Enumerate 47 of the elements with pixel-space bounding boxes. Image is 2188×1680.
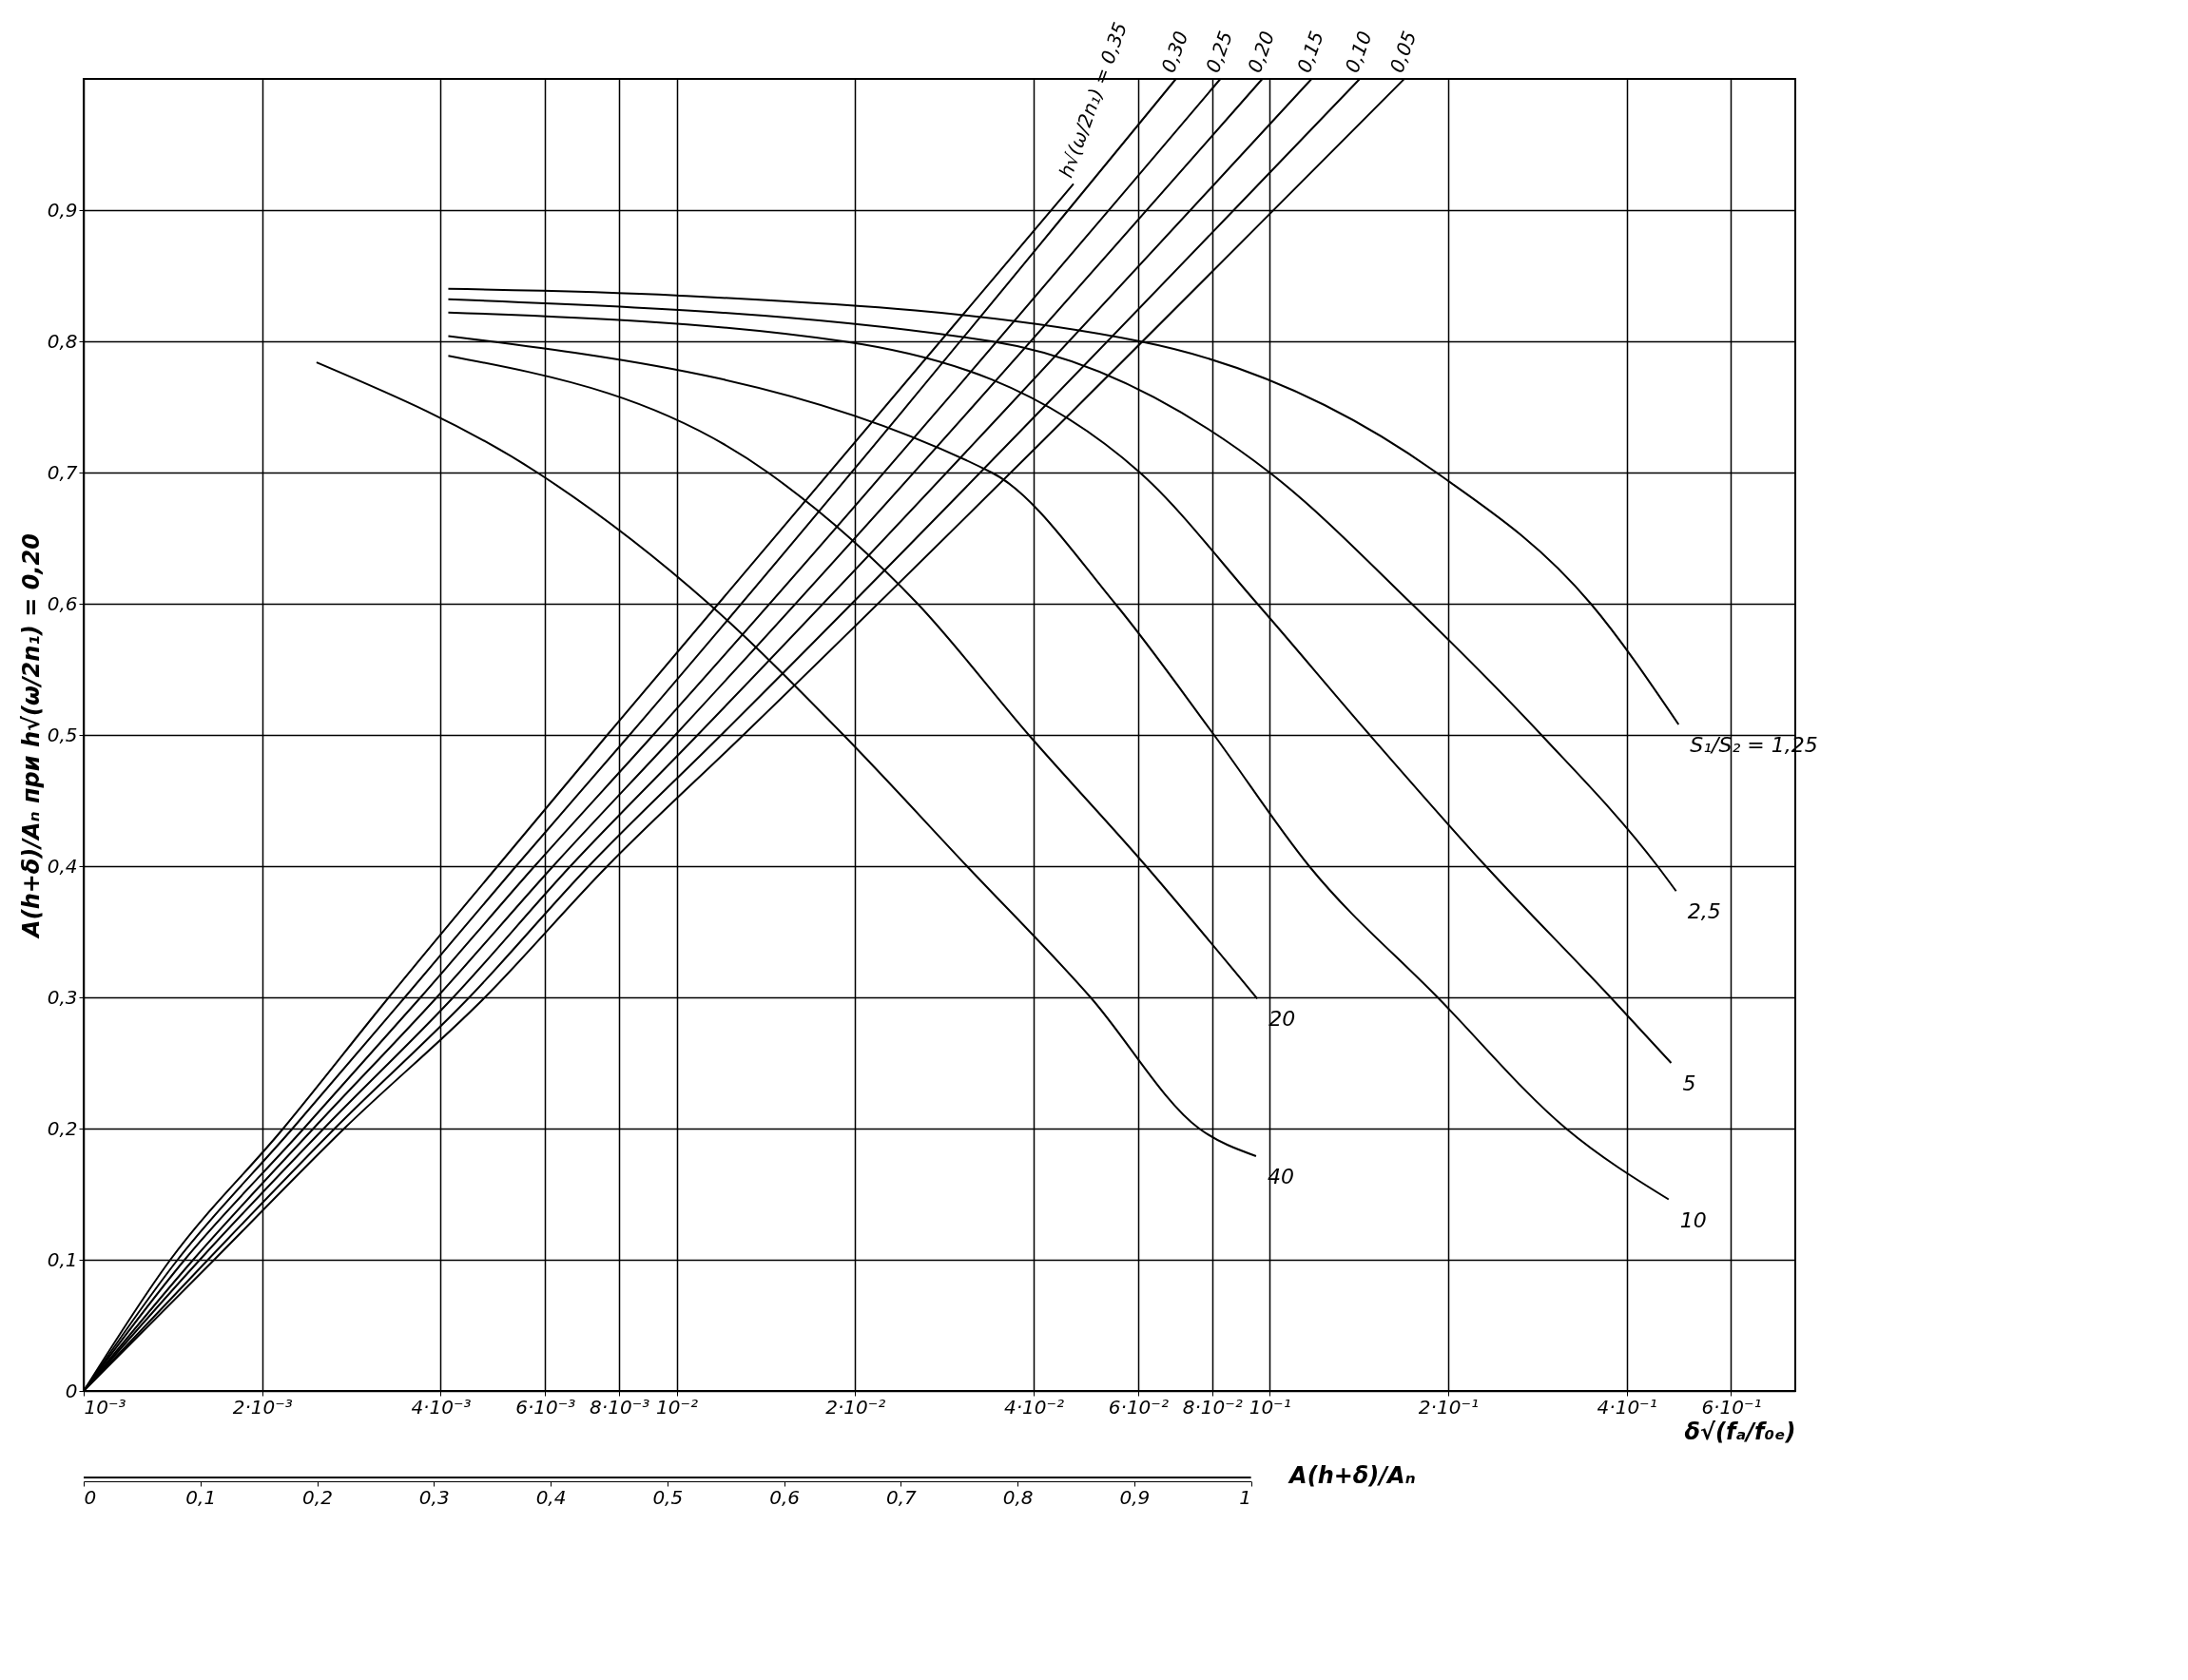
x2-tick-label: 0,9 <box>1119 1485 1151 1509</box>
x-tick-label: 2·10⁻³ <box>232 1395 293 1419</box>
x2-tick-label: 0,6 <box>769 1485 800 1509</box>
x2-tick-label: 0,4 <box>535 1485 567 1509</box>
text: 0,25 <box>1201 28 1237 76</box>
y-tick-label: 0,2 <box>47 1116 78 1140</box>
y-tick-label: 0,8 <box>47 329 78 353</box>
y-tick-label: 0,9 <box>47 198 78 222</box>
x-tick-label: 10⁻¹ <box>1249 1395 1291 1419</box>
x-tick-label: 2·10⁻¹ <box>1418 1395 1479 1419</box>
x-axis-title: δ√(fₐ/f₀ₑ) <box>1684 1418 1796 1445</box>
y-tick-label: 0 <box>65 1379 78 1402</box>
x-tick-label: 4·10⁻³ <box>411 1395 472 1419</box>
text: 0,10 <box>1340 28 1377 76</box>
x2-tick-label: 0,1 <box>185 1485 217 1509</box>
x2-tick-label: 0,7 <box>885 1485 917 1509</box>
x2-tick-label: 1 <box>1239 1485 1252 1509</box>
series-label: 5 <box>1682 1072 1696 1095</box>
series-label: 2,5 <box>1687 899 1721 924</box>
y-tick-label: 0,4 <box>47 854 78 878</box>
series-label: 10 <box>1679 1207 1707 1232</box>
text: 0,05 <box>1384 28 1422 76</box>
x2-tick-label: 0 <box>84 1485 97 1509</box>
x-tick-label: 10⁻³ <box>84 1395 126 1419</box>
x2-tick-label: 0,8 <box>1002 1485 1034 1509</box>
text: 0,20 <box>1243 28 1280 76</box>
x-tick-label: 2·10⁻² <box>825 1395 886 1419</box>
x-tick-label: 4·10⁻² <box>1003 1395 1065 1419</box>
x-tick-label: 6·10⁻² <box>1108 1395 1169 1419</box>
x2-tick-label: 0,2 <box>302 1485 333 1509</box>
y-tick-label: 0,1 <box>47 1247 78 1271</box>
x2-axis-title: A(h+δ)/Aₙ <box>1288 1461 1416 1489</box>
x-tick-label: 6·10⁻¹ <box>1701 1395 1762 1419</box>
x2-tick-label: 0,5 <box>652 1485 684 1509</box>
x-tick-label: 10⁻² <box>656 1395 699 1419</box>
x-tick-label: 8·10⁻³ <box>590 1395 650 1419</box>
x2-tick-label: 0,3 <box>418 1485 450 1509</box>
text: 0,15 <box>1292 28 1328 76</box>
x-tick-label: 4·10⁻¹ <box>1597 1395 1657 1419</box>
x-tick-label: 6·10⁻³ <box>515 1395 576 1419</box>
x-tick-label: 8·10⁻² <box>1182 1395 1243 1419</box>
y-tick-label: 0,7 <box>47 460 78 484</box>
y-axis-title: A(h+δ)/Aₙ при h√(ω/2n₁) = 0,20 <box>17 533 45 939</box>
text: 0,30 <box>1156 28 1193 76</box>
y-tick-label: 0,6 <box>47 591 78 615</box>
y-tick-label: 0,3 <box>47 985 78 1009</box>
y-tick-label: 0,5 <box>47 723 78 746</box>
